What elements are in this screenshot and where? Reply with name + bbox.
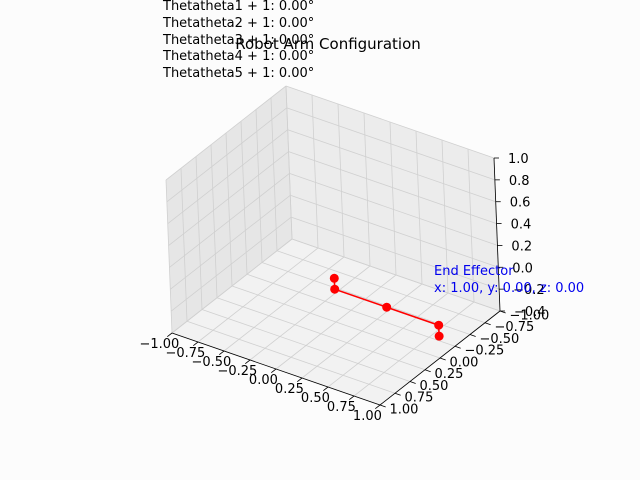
x-tick-label: 0.75 [327,400,356,415]
grid-line [337,103,345,258]
x-tick-mark [245,359,251,365]
x-tick-label: −0.50 [191,355,231,370]
grid-line [467,148,475,303]
z-tick-label: 0.8 [509,174,530,189]
x-tick-mark [219,350,225,356]
theta-label-2: Thetatheta2 + 1: 0.00° [162,16,314,31]
grid-line [186,320,396,394]
joint-marker [329,273,339,283]
x-tick-label: 0.25 [275,382,304,397]
grid-line [311,94,319,249]
z-tick-label: 0.6 [510,196,531,211]
y-tick-mark [394,392,401,396]
y-tick-mark [379,404,386,408]
grid-line [165,85,287,181]
x-tick-mark [297,377,303,383]
y-tick-mark [469,334,476,337]
x-tick-mark [271,368,277,374]
y-tick-label: −0.75 [494,320,534,335]
grid-line [389,121,397,276]
y-tick-label: 1.00 [389,402,418,417]
z-axis-line [493,157,501,312]
y-tick-label: 0.25 [434,367,463,382]
grid-line [170,194,291,290]
x-tick-label: −0.75 [165,346,205,361]
grid-line [210,144,218,298]
grid-line [180,168,188,322]
x-tick-mark [193,341,199,347]
grid-line [287,129,496,203]
end-effector-coords: x: 1.00, y: 0.00, z: 0.00 [434,281,584,296]
grid-line [165,179,173,334]
grid-line [288,151,497,224]
grid-line [289,173,498,246]
x-tick-mark [323,386,329,392]
joint-marker [330,284,340,294]
grid-line [290,194,499,268]
grid-line [170,216,292,312]
x-tick-label: 1.00 [353,409,382,424]
grid-line [167,129,288,225]
grid-line [231,285,441,359]
y-tick-label: 0.00 [449,355,478,370]
z-tick-label: −0.2 [513,283,545,298]
x-tick-mark [375,404,381,410]
grid-line [363,112,371,267]
y-tick-label: 0.75 [404,391,433,406]
x-tick-label: 0.50 [301,391,330,406]
z-tick-label: −0.4 [514,305,546,320]
theta-label-5: Thetatheta5 + 1: 0.00° [162,66,314,81]
z-tick-label: 0.0 [512,261,533,276]
grid-line [441,139,449,294]
z-tick-label: 0.4 [511,218,532,233]
y-tick-mark [484,322,491,326]
grid-line [166,107,288,203]
axis-ticks: −1.00−0.75−0.50−0.250.000.250.500.751.00… [139,152,549,424]
y-tick-label: −0.25 [464,344,504,359]
theta-label-4: Thetatheta4 + 1: 0.00° [162,49,314,64]
theta-label-3: Thetatheta3 + 1: 0.00° [162,33,314,48]
y-tick-label: 0.50 [419,379,448,394]
y-tick-label: −1.00 [509,308,549,323]
grid-line [286,107,495,181]
grid-line [276,250,486,324]
grid-line [240,121,248,275]
x-tick-label: −1.00 [139,337,179,352]
joint-marker [382,302,392,312]
x-tick-mark [349,395,355,401]
y-tick-label: −0.50 [479,332,519,347]
grid-line [225,132,233,287]
grid-line [171,238,293,334]
z-tick-label: 0.2 [511,239,532,254]
grid-line [216,297,426,371]
grid-line [246,273,456,347]
x-tick-mark [167,332,173,338]
grid-line [285,85,293,240]
theta-label-1: Thetatheta1 + 1: 0.00° [162,0,314,14]
robot-arm [329,273,444,341]
y-tick-mark [439,357,446,361]
grid-line [291,238,501,312]
joint-marker [434,320,444,330]
grid-line [169,173,290,268]
joint-marker [434,331,444,341]
grid-line [168,151,289,246]
x-tick-label: 0.00 [249,373,278,388]
grid-line [415,130,423,285]
grid-line [291,216,500,290]
grid-line [270,97,278,251]
end-effector-label: End Effector [434,264,514,279]
grid-line [201,309,411,382]
y-tick-mark [454,345,461,349]
z-tick-label: 1.0 [508,152,529,167]
chart-title: Robot Arm Configuration [235,35,421,53]
x-tick-label: −0.25 [217,364,257,379]
grid-line [255,109,263,263]
y-tick-mark [424,369,431,373]
grid-line [285,85,495,159]
grid-line [195,156,203,310]
y-tick-mark [409,381,416,384]
